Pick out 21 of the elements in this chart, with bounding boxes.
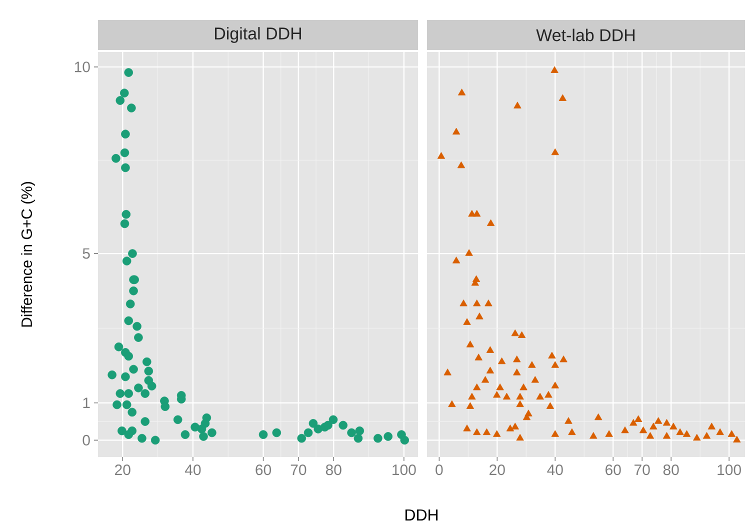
y-axis-title: Difference in G+C (%): [21, 182, 35, 327]
x-tick-label: 40: [184, 464, 201, 476]
x-tick-label: 60: [256, 464, 272, 476]
x-tick-label: 80: [326, 464, 342, 476]
x-axis-title: DDH: [405, 509, 438, 520]
x-tick-label: 60: [606, 464, 621, 476]
x-tick-label: 20: [115, 464, 130, 476]
x-tick-label: 100: [718, 464, 741, 476]
x-tick-label: 0: [436, 464, 443, 476]
x-tick-label: 70: [634, 464, 650, 476]
y-tick-label: 1: [83, 398, 90, 408]
y-tick-label: 5: [82, 248, 90, 259]
y-tick-label: 10: [74, 62, 90, 72]
chart-title: Wet-lab DDH: [536, 28, 634, 42]
chart-title: Digital DDH: [215, 27, 301, 43]
x-tick-label: 80: [663, 464, 679, 476]
x-tick-label: 20: [490, 464, 505, 476]
x-tick-label: 40: [547, 464, 563, 476]
y-tick-label: 0: [82, 434, 90, 446]
x-tick-label: 100: [392, 464, 416, 476]
x-tick-label: 70: [290, 464, 306, 476]
